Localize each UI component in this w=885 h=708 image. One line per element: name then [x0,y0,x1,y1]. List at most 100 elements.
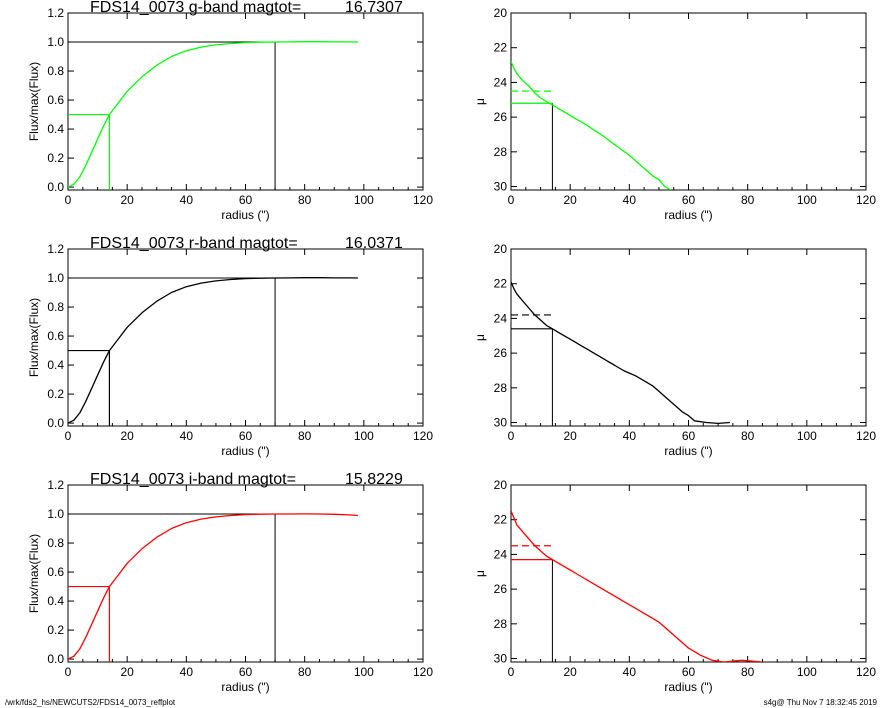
x-axis-label: radius (") [664,208,712,222]
growth-curve [68,277,358,424]
x-tick-label: 60 [682,665,696,679]
x-tick-label: 20 [563,665,577,679]
y-tick-label: 0.6 [47,93,64,107]
y-tick-label: 28 [494,145,508,159]
y-tick-label: 0.0 [47,180,64,194]
surface-brightness-profile [511,61,672,190]
x-tick-label: 20 [563,429,577,443]
plot-frame [67,248,424,427]
x-tick-label: 60 [682,429,696,443]
y-tick-label: 20 [494,6,508,20]
y-tick-label: 0.0 [47,652,64,666]
x-tick-label: 0 [65,193,72,207]
y-tick-label: 0.4 [47,358,64,372]
x-tick-label: 60 [682,193,696,207]
x-tick-label: 120 [856,193,876,207]
y-tick-label: 0.6 [47,565,64,579]
x-tick-label: 20 [120,429,134,443]
y-tick-label: 1.0 [47,35,64,49]
y-tick-label: 20 [494,478,508,492]
y-tick-label: 24 [494,547,508,561]
plot-frame [510,12,867,191]
x-tick-label: 120 [413,665,433,679]
panel-title: FDS14_0073 g-band magtot= [90,0,301,16]
i-band-surface-brightness: 0 20 40 60 80 100 120 20 22 24 26 28 30 radius (") μ [473,478,876,694]
g-band-surface-brightness: 0 20 40 60 80 100 120 20 22 24 26 28 30 radius (") μ [473,6,876,222]
y-tick-label: 1.2 [47,242,64,256]
y-tick-label: 22 [494,513,508,527]
y-tick-label: 1.0 [47,507,64,521]
plot-frame [67,12,424,191]
x-tick-label: 20 [120,665,134,679]
y-tick-label: 28 [494,381,508,395]
x-tick-label: 60 [239,665,253,679]
y-tick-label: 24 [494,311,508,325]
y-tick-label: 20 [494,242,508,256]
growth-curve [68,41,358,188]
x-tick-label: 40 [180,193,194,207]
footer-path: /wrk/fds2_hs/NEWCUTS2/FDS14_0073_reffplo… [5,698,176,707]
y-axis-label: Flux/max(Flux) [27,62,41,141]
surface-brightness-profile [511,510,763,662]
x-tick-label: 40 [623,193,637,207]
y-axis-label: μ [473,334,487,341]
x-tick-label: 0 [508,429,515,443]
y-tick-label: 0.8 [47,300,64,314]
r-band-surface-brightness: 0 20 40 60 80 100 120 20 22 24 26 28 30 radius (") μ [473,242,876,458]
surface-brightness-profile [511,281,730,425]
y-tick-label: 1.0 [47,271,64,285]
x-tick-label: 60 [239,429,253,443]
x-axis-label: radius (") [664,680,712,694]
y-tick-label: 22 [494,277,508,291]
y-tick-label: 0.2 [47,623,64,637]
y-tick-label: 0.8 [47,536,64,550]
x-tick-label: 0 [65,665,72,679]
footer-timestamp: s4g@ Thu Nov 7 18:32:45 2019 [763,698,877,707]
y-tick-label: 30 [494,652,508,666]
x-tick-label: 80 [298,193,312,207]
r-band-growth-curve: 0 20 40 60 80 100 120 0.0 0.2 0.4 0.6 0.8 1.0 1.2 radi… [27,235,433,458]
x-tick-label: 100 [797,429,817,443]
y-tick-label: 1.2 [47,478,64,492]
y-tick-label: 24 [494,75,508,89]
x-tick-label: 120 [856,665,876,679]
x-tick-label: 100 [797,665,817,679]
x-axis-label: radius (") [664,444,712,458]
x-tick-label: 40 [623,429,637,443]
y-axis-label: Flux/max(Flux) [27,534,41,613]
x-tick-label: 0 [65,429,72,443]
magtot-value: 16.7307 [345,0,403,16]
y-axis-label: Flux/max(Flux) [27,298,41,377]
y-axis-label: μ [473,98,487,105]
y-tick-label: 30 [494,416,508,430]
magtot-value: 16.0371 [345,235,403,252]
x-tick-label: 20 [563,193,577,207]
x-axis-label: radius (") [221,208,269,222]
y-tick-label: 0.6 [47,329,64,343]
x-tick-label: 120 [413,193,433,207]
g-band-growth-curve: 0 20 40 60 80 100 120 0.0 0.2 0.4 0.6 0.8 1.0 1.2 radi… [27,0,433,222]
y-tick-label: 0.0 [47,416,64,430]
plot-frame [510,248,867,427]
x-tick-label: 80 [741,429,755,443]
y-tick-label: 26 [494,110,508,124]
x-tick-label: 100 [354,429,374,443]
y-tick-label: 22 [494,41,508,55]
y-tick-label: 0.2 [47,387,64,401]
x-tick-label: 80 [741,193,755,207]
x-tick-label: 40 [623,665,637,679]
i-band-growth-curve: 0 20 40 60 80 100 120 0.0 0.2 0.4 0.6 0.8 1.0 1.2 radi… [27,471,433,694]
y-tick-label: 0.2 [47,151,64,165]
x-tick-label: 100 [354,665,374,679]
x-tick-label: 60 [239,193,253,207]
panel-title: FDS14_0073 i-band magtot= [90,471,296,488]
y-tick-label: 0.4 [47,594,64,608]
y-axis-label: μ [473,570,487,577]
x-tick-label: 0 [508,665,515,679]
x-tick-label: 40 [180,665,194,679]
magtot-value: 15.8229 [345,471,403,488]
x-tick-label: 80 [298,665,312,679]
x-tick-label: 0 [508,193,515,207]
x-tick-label: 80 [741,665,755,679]
